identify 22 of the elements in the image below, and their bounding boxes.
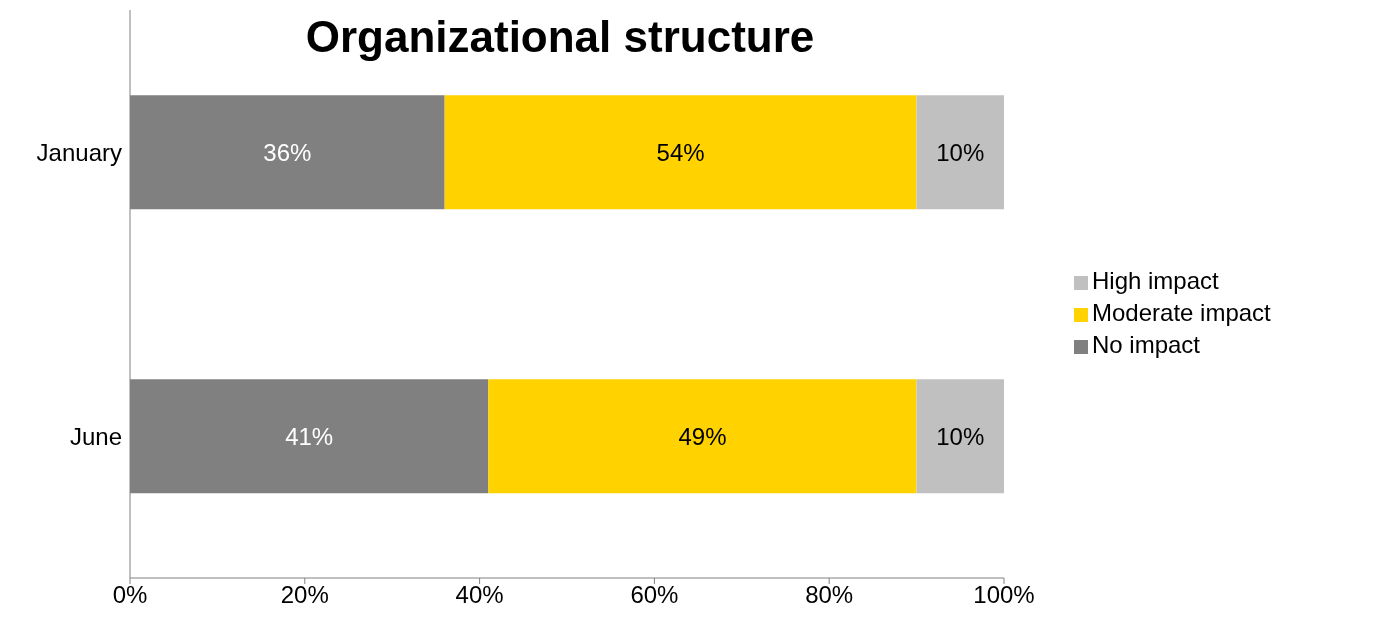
legend-label: High impact [1092,267,1219,294]
data-label: 41% [285,422,334,450]
data-label: 49% [678,422,727,450]
bar [916,379,1004,494]
data-label: 36% [263,138,312,166]
bar [444,95,917,210]
data-label: 10% [936,138,985,166]
x-tick-label: 40% [455,581,504,609]
legend-label: Moderate impact [1092,299,1271,326]
x-tick-label: 100% [973,581,1035,609]
x-tick-label: 20% [280,581,329,609]
bar [916,95,1004,210]
bar [488,379,917,494]
x-tick-label: 0% [112,581,148,609]
chart-title: Organizational structure [304,12,816,62]
y-tick-label: January [36,138,122,166]
x-tick-label: 80% [805,581,854,609]
y-tick-label: June [69,422,122,450]
x-tick-label: 60% [630,581,679,609]
data-label: 54% [656,138,705,166]
legend-label: No impact [1092,331,1201,358]
data-label: 10% [936,422,985,450]
